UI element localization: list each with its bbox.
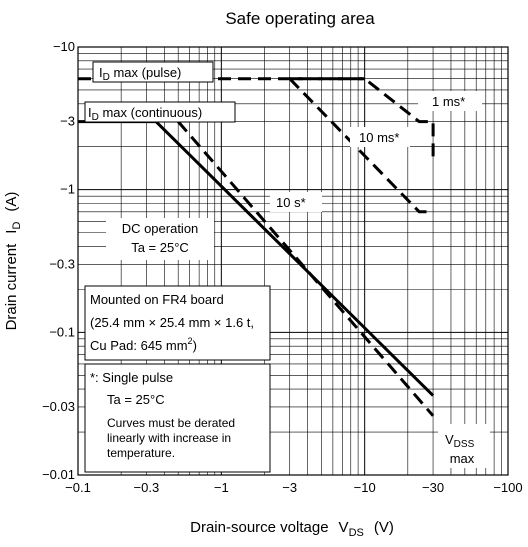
y-tick-labels: −0.01 −0.03 −0.1 −0.3 −1 −3 −10 (42, 39, 75, 482)
vdss-max-label: max (450, 451, 475, 466)
label-10s: 10 s* (276, 195, 306, 210)
series-line-10-s- (177, 120, 435, 417)
chart-title: Safe operating area (225, 9, 375, 28)
x-tick-label: −10 (354, 480, 376, 495)
vdss-label: VDSS (445, 432, 475, 450)
x-tick-label: −100 (493, 480, 522, 495)
x-axis-title: Drain-source voltage VDS (V) (190, 519, 394, 539)
x-tick-labels: −0.1 −0.3 −1 −3 −10 −30 −100 (65, 480, 522, 495)
id-continuous-label: ID max (continuous) (88, 105, 202, 123)
y-tick-label: −0.1 (49, 324, 75, 339)
dc-operation-label: DC operation (122, 221, 199, 236)
y-tick-label: −0.01 (42, 467, 75, 482)
board-line-3: Cu Pad: 645 mm2) (90, 336, 197, 353)
note-derate-3: temperature. (107, 446, 175, 460)
plot-frame (77, 46, 509, 476)
y-tick-label: −3 (60, 114, 75, 129)
series-line-10-ms- (288, 77, 434, 214)
y-tick-label: −10 (53, 39, 75, 54)
board-line-2: (25.4 mm × 25.4 mm × 1.6 t, (90, 315, 254, 330)
y-axis-title: Drain currentID(A) (3, 192, 23, 331)
x-tick-label: −3 (282, 480, 297, 495)
note-derate-1: Curves must be derated (107, 416, 235, 430)
series-line-1-ms- (289, 77, 435, 157)
dc-ta-label: Ta = 25°C (131, 240, 189, 255)
id-pulse-label: ID max (pulse) (99, 65, 181, 83)
note-single-pulse: *: Single pulse (90, 370, 173, 385)
x-tick-label: −30 (422, 480, 444, 495)
annotations: ID max (pulse) ID max (continuous) 1 ms*… (84, 61, 490, 473)
x-tick-label: −1 (214, 480, 229, 495)
note-ta: Ta = 25°C (107, 392, 165, 407)
y-tick-label: −0.3 (49, 256, 75, 271)
note-derate-2: linearly with increase in (107, 431, 231, 445)
board-line-1: Mounted on FR4 board (90, 292, 224, 307)
y-tick-label: −1 (60, 182, 75, 197)
label-1ms: 1 ms* (432, 94, 465, 109)
y-tick-label: −0.03 (42, 399, 75, 414)
x-tick-label: −0.1 (65, 480, 91, 495)
x-tick-label: −0.3 (134, 480, 160, 495)
label-10ms: 10 ms* (359, 130, 399, 145)
